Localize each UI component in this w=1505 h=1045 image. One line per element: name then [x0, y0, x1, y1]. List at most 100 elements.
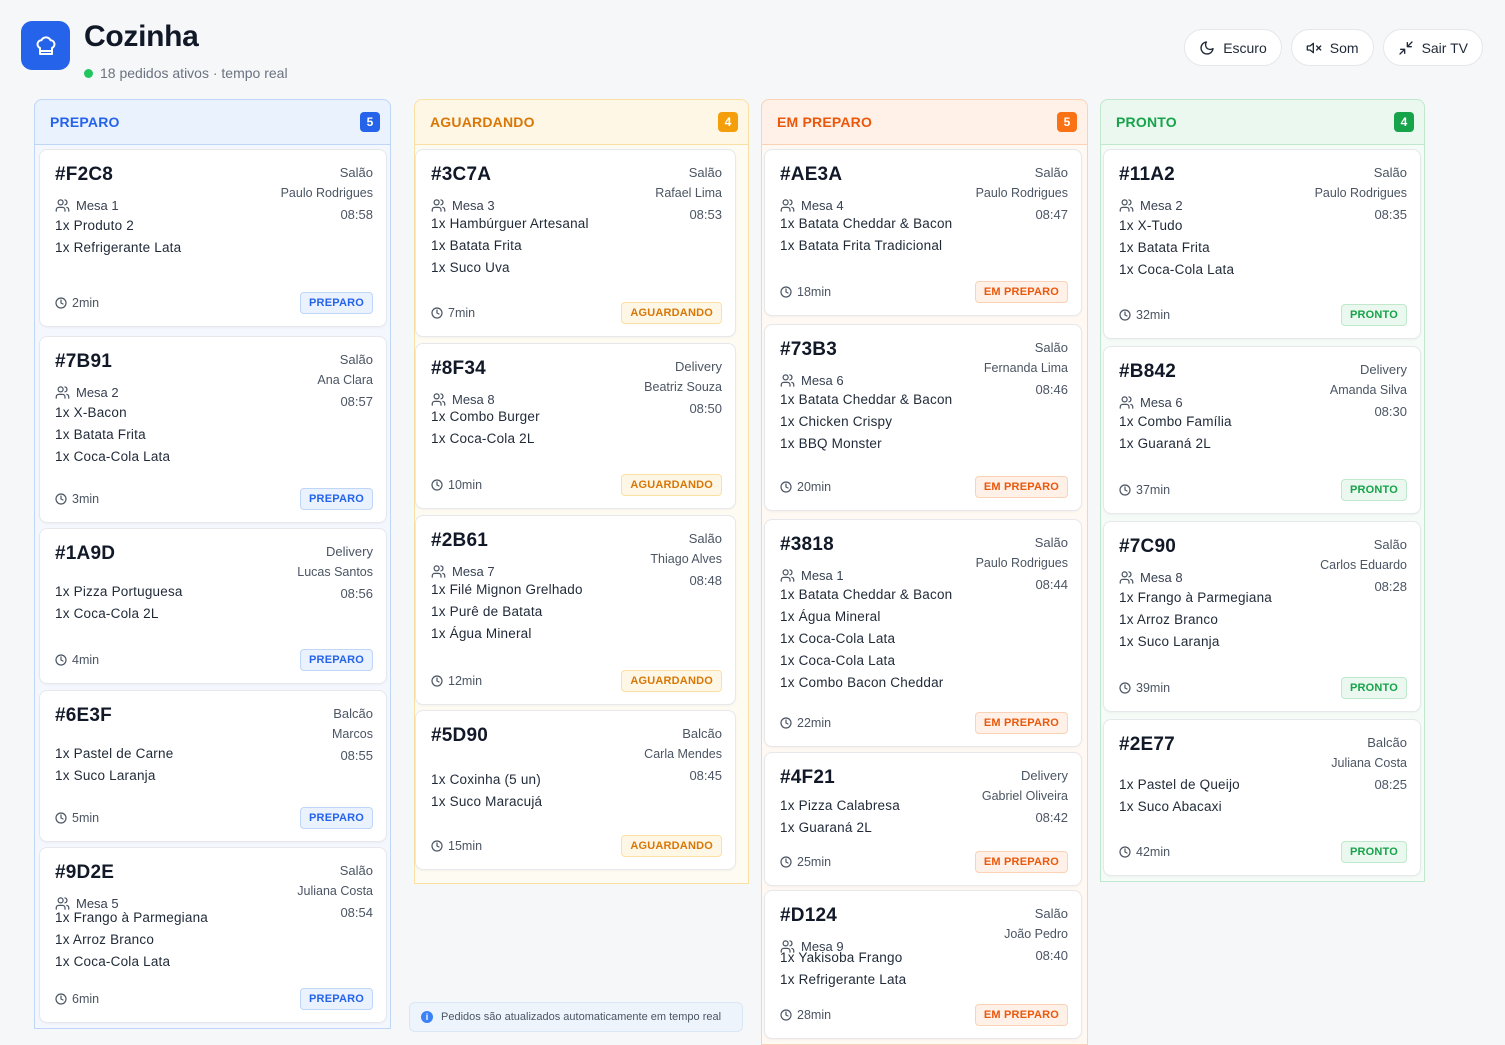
elapsed-time: 6min: [55, 992, 99, 1006]
order-item: 1x Refrigerante Lata: [780, 972, 907, 987]
order-card[interactable]: #4F21 Delivery Gabriel Oliveira 08:42 1x Piz…: [764, 752, 1082, 886]
order-table: Mesa 6: [780, 373, 844, 388]
order-card[interactable]: #F2C8 Salão Paulo Rodrigues 08:58 Mesa 1 1x P…: [39, 149, 387, 327]
order-items: 1x Combo Família 1x Guaraná 2L: [1119, 411, 1232, 455]
elapsed-label: 22min: [797, 716, 832, 730]
dark-mode-button[interactable]: Escuro: [1184, 29, 1282, 66]
order-footer: 10min AGUARDANDO: [431, 474, 722, 496]
users-icon: [431, 199, 446, 212]
order-id: #7C90: [1119, 536, 1176, 557]
clock-icon: [1119, 682, 1131, 694]
order-footer: 18min EM PREPARO: [780, 281, 1068, 303]
page-title: Cozinha: [84, 20, 199, 53]
status-badge: AGUARDANDO: [621, 670, 722, 692]
order-table: Mesa 5: [55, 896, 119, 911]
order-id: #D124: [780, 905, 837, 926]
order-item: 1x Coca-Cola Lata: [55, 954, 171, 969]
order-time: 08:54: [340, 905, 373, 920]
order-item: 1x Pastel de Carne: [55, 746, 174, 761]
order-waiter: Beatriz Souza: [644, 380, 722, 394]
order-time: 08:28: [1374, 579, 1407, 594]
order-waiter: Paulo Rodrigues: [1314, 186, 1407, 200]
order-card[interactable]: #11A2 Salão Paulo Rodrigues 08:35 Mesa 2 1x X…: [1103, 149, 1421, 339]
order-item: 1x BBQ Monster: [780, 436, 882, 451]
order-time: 08:50: [689, 401, 722, 416]
elapsed-label: 2min: [72, 296, 100, 310]
order-waiter: Paulo Rodrigues: [280, 186, 373, 200]
order-card[interactable]: #7B91 Salão Ana Clara 08:57 Mesa 2 1x X-Bacon…: [39, 336, 387, 523]
order-card[interactable]: #3C7A Salão Rafael Lima 08:53 Mesa 3 1x Hambú…: [415, 149, 736, 337]
clock-icon: [55, 654, 67, 666]
volume-mute-icon: [1306, 42, 1322, 53]
order-table: Mesa 4: [780, 198, 844, 213]
column-preparo: PREPARO 5 #F2C8 Salão Paulo Rodrigues 08:58 Me…: [34, 99, 391, 1029]
order-time: 08:55: [340, 748, 373, 763]
users-icon: [780, 569, 795, 582]
elapsed-time: 15min: [431, 839, 482, 853]
order-card[interactable]: #9D2E Salão Juliana Costa 08:54 Mesa 5 1x Fra…: [39, 847, 387, 1023]
table-label: Mesa 8: [452, 392, 495, 407]
table-label: Mesa 2: [1140, 198, 1183, 213]
order-card[interactable]: #2B61 Salão Thiago Alves 08:48 Mesa 7 1x Filé…: [415, 515, 736, 705]
order-time: 08:40: [1035, 948, 1068, 963]
users-icon: [431, 565, 446, 578]
order-footer: 20min EM PREPARO: [780, 476, 1068, 498]
order-type: Balcão: [333, 706, 373, 721]
order-type: Salão: [339, 352, 373, 367]
elapsed-time: 42min: [1119, 845, 1170, 859]
order-items: 1x Hambúrguer Artesanal 1x Batata Frita 1x…: [431, 213, 589, 279]
order-card[interactable]: #2E77 Balcão Juliana Costa 08:25 1x Pastel d…: [1103, 719, 1421, 876]
column-header: AGUARDANDO 4: [414, 99, 749, 145]
order-card[interactable]: #AE3A Salão Paulo Rodrigues 08:47 Mesa 4 1x B…: [764, 149, 1082, 316]
elapsed-time: 7min: [431, 306, 475, 320]
elapsed-label: 42min: [1136, 845, 1171, 859]
column-count-badge: 4: [1394, 112, 1414, 132]
sound-button[interactable]: Som: [1290, 29, 1374, 66]
clock-icon: [55, 812, 67, 824]
column-header: PRONTO 4: [1100, 99, 1425, 145]
status-badge: PREPARO: [300, 649, 373, 671]
order-card[interactable]: #8F34 Delivery Beatriz Souza 08:50 Mesa 8 1x …: [415, 343, 736, 509]
order-table: Mesa 8: [431, 392, 495, 407]
exit-tv-button[interactable]: Sair TV: [1382, 29, 1483, 66]
order-time: 08:48: [689, 573, 722, 588]
order-footer: 25min EM PREPARO: [780, 851, 1068, 873]
clock-icon: [1119, 309, 1131, 321]
order-waiter: Paulo Rodrigues: [975, 556, 1068, 570]
order-id: #73B3: [780, 339, 837, 360]
order-table: Mesa 8: [1119, 570, 1183, 585]
order-item: 1x Guaraná 2L: [780, 820, 872, 835]
order-time: 08:42: [1035, 810, 1068, 825]
order-item: 1x Frango à Parmegiana: [55, 910, 208, 925]
order-footer: 39min PRONTO: [1119, 677, 1407, 699]
order-card[interactable]: #7C90 Salão Carlos Eduardo 08:28 Mesa 8 1x Fr…: [1103, 521, 1421, 712]
order-item: 1x Suco Uva: [431, 260, 510, 275]
order-card[interactable]: #6E3F Balcão Marcos 08:55 1x Pastel de Carne…: [39, 690, 387, 842]
moon-icon: [1200, 40, 1214, 55]
status-badge: EM PREPARO: [974, 281, 1068, 303]
order-item: 1x Chicken Crispy: [780, 414, 893, 429]
users-icon: [780, 940, 795, 953]
order-card[interactable]: #3818 Salão Paulo Rodrigues 08:44 Mesa 1 1x B…: [764, 519, 1082, 747]
elapsed-label: 39min: [1136, 681, 1171, 695]
order-item: 1x Suco Laranja: [1119, 634, 1220, 649]
order-item: 1x Coca-Cola Lata: [55, 449, 171, 464]
order-items: 1x Combo Burger 1x Coca-Cola 2L: [431, 406, 540, 450]
order-waiter: Amanda Silva: [1329, 383, 1407, 397]
order-item: 1x Batata Frita: [431, 238, 522, 253]
elapsed-label: 3min: [72, 492, 100, 506]
order-footer: 4min PREPARO: [55, 649, 373, 671]
order-id: #F2C8: [55, 164, 114, 185]
order-items: 1x Batata Cheddar & Bacon 1x Chicken Cris…: [780, 389, 952, 455]
order-card[interactable]: #B842 Delivery Amanda Silva 08:30 Mesa 6 1x C…: [1103, 346, 1421, 514]
order-card[interactable]: #D124 Salão João Pedro 08:40 Mesa 9 1x Yakiso…: [764, 890, 1082, 1039]
order-item: 1x X-Bacon: [55, 405, 127, 420]
order-type: Salão: [1034, 340, 1068, 355]
elapsed-label: 15min: [448, 839, 483, 853]
info-bar: i Pedidos são atualizados automaticament…: [409, 1002, 743, 1032]
table-label: Mesa 9: [801, 939, 844, 954]
order-card[interactable]: #5D90 Balcão Carla Mendes 08:45 1x Coxinha (…: [415, 710, 736, 870]
order-card[interactable]: #73B3 Salão Fernanda Lima 08:46 Mesa 6 1x Bat…: [764, 324, 1082, 511]
order-item: 1x Combo Família: [1119, 414, 1232, 429]
order-card[interactable]: #1A9D Delivery Lucas Santos 08:56 1x Pizza P…: [39, 528, 387, 684]
